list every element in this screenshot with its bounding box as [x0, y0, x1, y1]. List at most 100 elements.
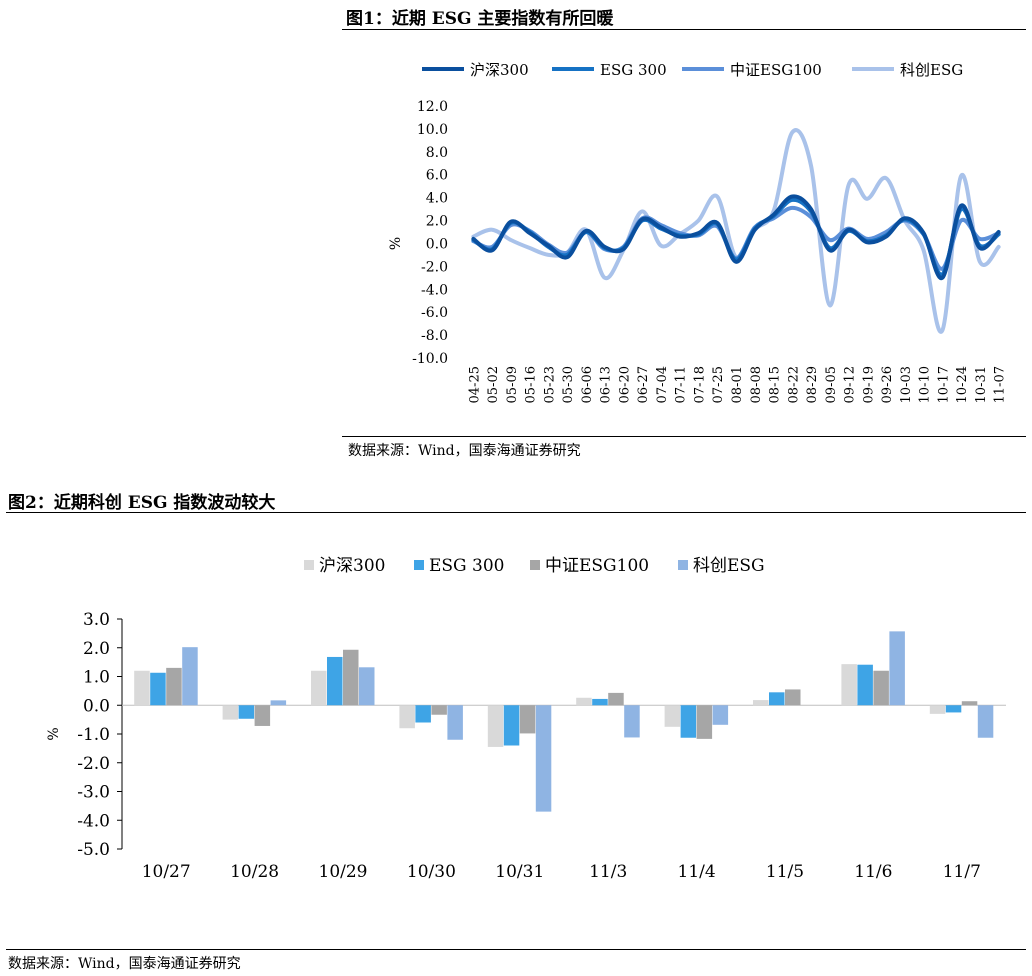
- x-tick-label: 05-30: [561, 366, 576, 403]
- bar: [592, 698, 608, 706]
- bar: [503, 705, 520, 746]
- figure1-title: 图1：近期 ESG 主要指数有所回暖: [346, 9, 614, 29]
- x-tick-label: 07-04: [655, 366, 670, 403]
- bar: [785, 689, 801, 706]
- x-tick-label: 10/29: [319, 862, 368, 882]
- y-tick-label: 1.0: [83, 668, 110, 688]
- bar: [487, 705, 504, 747]
- bar: [254, 705, 271, 726]
- legend-label: 中证ESG100: [545, 556, 649, 576]
- bar: [961, 701, 978, 706]
- x-tick-label: 11/4: [678, 862, 716, 882]
- x-tick-label: 09-05: [824, 366, 839, 403]
- x-tick-label: 11/7: [943, 862, 981, 882]
- y-axis-title: %: [388, 237, 404, 250]
- x-tick-label: 07-25: [711, 366, 726, 403]
- legend-swatch: [530, 560, 540, 570]
- bar: [415, 705, 431, 723]
- bar: [753, 700, 769, 706]
- x-tick-label: 10-31: [974, 366, 989, 403]
- y-tick-label: 2.0: [83, 639, 110, 659]
- legend-label: ESG 300: [429, 556, 505, 576]
- x-tick-label: 06-20: [617, 366, 632, 403]
- bar: [769, 692, 785, 706]
- bar: [873, 670, 889, 706]
- x-tick-label: 06-06: [580, 366, 595, 403]
- y-tick-label: 12.0: [417, 99, 448, 115]
- bar: [222, 705, 239, 720]
- x-tick-label: 10/31: [495, 862, 544, 882]
- y-tick-label: -3.0: [77, 783, 110, 803]
- x-tick-label: 11-07: [993, 366, 1008, 403]
- bar: [359, 667, 375, 706]
- bar: [624, 705, 640, 738]
- y-tick-label: -10.0: [412, 351, 448, 367]
- x-tick-label: 10-10: [918, 366, 933, 403]
- x-tick-label: 08-22: [786, 366, 801, 403]
- y-tick-label: 0.0: [83, 696, 110, 716]
- figure1-source: 数据来源：Wind，国泰海通证券研究: [348, 443, 581, 459]
- x-tick-label: 05-02: [486, 366, 501, 403]
- bar: [841, 664, 857, 706]
- y-tick-label: 2.0: [426, 214, 448, 230]
- legend-label: 沪深300: [319, 556, 385, 576]
- x-tick-label: 08-08: [749, 366, 764, 403]
- legend-label: ESG 300: [600, 61, 667, 79]
- x-tick-label: 08-15: [768, 366, 783, 403]
- bar: [857, 664, 873, 706]
- bar: [929, 705, 946, 714]
- bar: [889, 631, 905, 706]
- bar: [608, 692, 624, 706]
- bar: [519, 705, 536, 734]
- y-tick-label: -5.0: [77, 840, 110, 860]
- x-tick-label: 08-29: [805, 366, 820, 403]
- bar: [535, 705, 552, 812]
- figure2-source: 数据来源：Wind，国泰海通证券研究: [8, 956, 241, 972]
- x-tick-label: 06-13: [599, 366, 614, 403]
- bar: [238, 705, 255, 719]
- bar: [182, 647, 198, 706]
- bar: [447, 705, 463, 740]
- y-tick-label: -4.0: [421, 282, 448, 298]
- bar: [166, 667, 182, 706]
- figure2-title: 图2：近期科创 ESG 指数波动较大: [8, 493, 276, 513]
- x-tick-label: 07-18: [692, 366, 707, 403]
- y-tick-label: 8.0: [426, 145, 448, 161]
- bar: [680, 705, 697, 738]
- legend-label: 中证ESG100: [730, 61, 822, 79]
- x-tick-label: 10-24: [955, 366, 970, 403]
- bar: [134, 670, 150, 706]
- y-tick-label: -8.0: [421, 328, 448, 344]
- x-tick-label: 09-19: [861, 366, 876, 403]
- x-tick-label: 07-11: [674, 366, 689, 403]
- bar: [311, 670, 327, 706]
- x-tick-label: 09-12: [843, 366, 858, 403]
- y-tick-label: -6.0: [421, 305, 448, 321]
- y-axis-title: %: [46, 727, 62, 740]
- bar: [712, 705, 729, 725]
- x-tick-label: 05-16: [524, 366, 539, 403]
- legend-swatch: [414, 560, 424, 570]
- x-tick-label: 09-26: [880, 366, 895, 403]
- x-tick-label: 05-23: [542, 366, 557, 403]
- x-tick-label: 10/30: [407, 862, 456, 882]
- x-tick-label: 10/27: [142, 862, 191, 882]
- legend-label: 沪深300: [470, 61, 529, 79]
- x-tick-label: 05-09: [505, 366, 520, 403]
- figure2-top-rule: [6, 512, 1026, 513]
- bar: [399, 705, 415, 729]
- bar: [945, 705, 962, 713]
- x-tick-label: 11/5: [766, 862, 804, 882]
- y-tick-label: 0.0: [426, 236, 448, 252]
- y-tick-label: 10.0: [417, 122, 448, 138]
- bar: [327, 656, 343, 706]
- bar: [150, 672, 166, 706]
- y-tick-label: -2.0: [421, 259, 448, 275]
- x-tick-label: 10/28: [230, 862, 279, 882]
- bar: [977, 705, 994, 738]
- y-tick-label: 4.0: [426, 191, 448, 207]
- x-tick-label: 04-25: [467, 366, 482, 403]
- x-tick-label: 08-01: [730, 366, 745, 403]
- line-chart: 沪深300 ESG 300 中证ESG100 科创ESG 12.0 10.0 8.0 6.0 4…: [388, 61, 1008, 403]
